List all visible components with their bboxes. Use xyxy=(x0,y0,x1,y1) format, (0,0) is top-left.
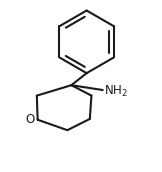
Text: NH$_2$: NH$_2$ xyxy=(104,84,128,99)
Text: O: O xyxy=(25,113,35,126)
